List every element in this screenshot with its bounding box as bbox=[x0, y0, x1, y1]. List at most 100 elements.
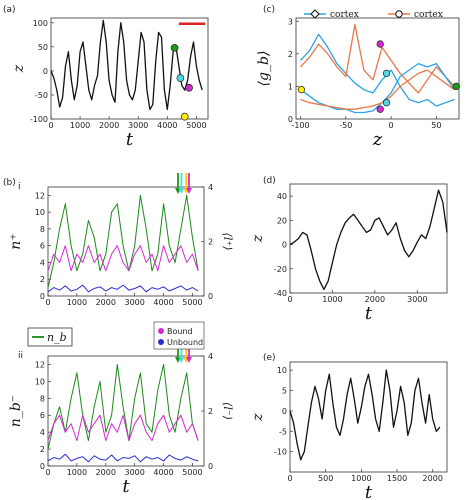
state-marker bbox=[297, 86, 306, 94]
panel-label-e: (e) bbox=[263, 353, 276, 363]
legend-label-bound: Bound bbox=[167, 327, 193, 336]
state-marker bbox=[376, 40, 384, 48]
y-tick-label: 0 bbox=[40, 292, 45, 301]
y-axis-label-a: z bbox=[11, 64, 27, 73]
y-tick-label: 8 bbox=[40, 394, 45, 403]
series-line-b_ii-2 bbox=[47, 453, 199, 463]
x-tick-label: 4000 bbox=[157, 121, 177, 130]
y2-tick-label: 0 bbox=[208, 292, 213, 301]
series-line-b_ii-0 bbox=[47, 364, 199, 450]
legend-box-nb bbox=[27, 327, 73, 347]
time-arrow-head bbox=[178, 188, 185, 194]
x-axis-label-e: t bbox=[365, 482, 373, 500]
x-tick-label: 0 bbox=[45, 298, 50, 307]
x-axis-label-a: t bbox=[126, 129, 134, 150]
x-tick-label: -100 bbox=[291, 121, 309, 130]
y-tick-label: 8 bbox=[40, 225, 45, 234]
y2-tick-label: 0 bbox=[208, 462, 213, 471]
x-tick-label: 0 bbox=[45, 468, 50, 477]
x-axis-label-d: t bbox=[365, 303, 373, 324]
y-tick-label: 6 bbox=[40, 242, 45, 251]
plot-frame-d bbox=[289, 183, 448, 294]
x-tick-label: 3000 bbox=[407, 295, 427, 304]
y2-axis-label-b_ii: ⟨l⁻⟩ bbox=[221, 402, 234, 420]
x-tick-label: -50 bbox=[339, 121, 352, 130]
y-tick-label: 0 bbox=[40, 462, 45, 471]
y-tick-label: 20 bbox=[277, 216, 287, 225]
y-tick-label: 10 bbox=[35, 208, 45, 217]
y2-tick-label: 2 bbox=[208, 238, 213, 247]
x-tick-label: 4000 bbox=[153, 468, 173, 477]
plot-frame-a bbox=[50, 17, 209, 120]
x-tick-label: 4000 bbox=[153, 298, 173, 307]
y2-tick-label: 4 bbox=[208, 352, 213, 361]
y-axis-label-b_i: n⁺ bbox=[8, 233, 24, 249]
y-tick-label: -100 bbox=[30, 115, 48, 124]
plot-frame-c bbox=[295, 17, 460, 120]
y-axis-label-c: ⟨g_b⟩ bbox=[256, 51, 272, 87]
x-tick-label: 50 bbox=[431, 121, 441, 130]
x-tick-label: 500 bbox=[318, 474, 333, 483]
legend-circle-icon bbox=[395, 10, 403, 18]
series-line-b_ii-1 bbox=[47, 414, 199, 442]
y-tick-label: 50 bbox=[38, 43, 48, 52]
legend-label: cortex bbox=[414, 10, 443, 20]
y-tick-label: 0 bbox=[282, 407, 287, 416]
x-tick-label: 0 bbox=[287, 474, 292, 483]
y-tick-label: -50 bbox=[35, 91, 48, 100]
y-tick-label: 6 bbox=[40, 411, 45, 420]
state-marker bbox=[376, 105, 384, 113]
time-arrow-head bbox=[178, 357, 185, 363]
x-tick-label: 1000 bbox=[322, 295, 342, 304]
y-axis-label-b_ii: n_b⁻ bbox=[8, 395, 24, 427]
panel-label-d: (d) bbox=[263, 176, 276, 186]
time-arrow-head bbox=[185, 188, 192, 194]
x-tick-label: 5000 bbox=[182, 468, 202, 477]
y-axis-label-e: z bbox=[250, 413, 266, 422]
x-tick-label: 0 bbox=[389, 121, 394, 130]
y-tick-label: -10 bbox=[274, 448, 287, 457]
series-line-c-0 bbox=[300, 33, 455, 107]
legend-dot-unbound bbox=[158, 339, 164, 345]
series-line-b_i-0 bbox=[47, 194, 199, 288]
state-marker bbox=[176, 74, 185, 82]
panel-label-b_i: (b) bbox=[3, 178, 16, 188]
x-tick-label: 2000 bbox=[365, 295, 385, 304]
state-marker bbox=[170, 43, 179, 52]
y-tick-label: 12 bbox=[35, 191, 45, 200]
state-marker bbox=[382, 99, 391, 107]
y-tick-label: -5 bbox=[279, 427, 287, 436]
time-arrow-head bbox=[185, 357, 192, 363]
x-tick-label: 1000 bbox=[67, 298, 87, 307]
series-line-d-0 bbox=[289, 189, 448, 291]
series-line-e-0 bbox=[289, 369, 441, 461]
y-tick-label: 4 bbox=[40, 428, 45, 437]
y2-tick-label: 2 bbox=[208, 407, 213, 416]
x-tick-label: 1000 bbox=[70, 121, 90, 130]
x-axis-label-b_ii: t bbox=[122, 476, 130, 497]
x-tick-label: 2000 bbox=[423, 474, 443, 483]
y-tick-label: 0 bbox=[282, 241, 287, 250]
y-tick-label: 1 bbox=[288, 82, 293, 91]
x-tick-label: 5000 bbox=[186, 121, 206, 130]
y2-tick-label: 4 bbox=[208, 183, 213, 192]
panel-label-a: (a) bbox=[3, 5, 16, 15]
x-tick-label: 1500 bbox=[387, 474, 407, 483]
y-tick-label: 10 bbox=[35, 377, 45, 386]
x-tick-label: 3000 bbox=[124, 298, 144, 307]
plot-frame-b_i bbox=[47, 186, 205, 297]
series-line-a-0 bbox=[50, 19, 203, 111]
x-axis-label-c: z bbox=[372, 129, 383, 150]
y-tick-label: 3 bbox=[288, 17, 293, 26]
y-tick-label: 2 bbox=[40, 445, 45, 454]
series-line-b_i-2 bbox=[47, 284, 199, 293]
legend-diamond-icon bbox=[310, 9, 320, 19]
y-tick-label: -20 bbox=[274, 265, 287, 274]
legend-dot-bound bbox=[158, 328, 164, 334]
x-tick-label: 2000 bbox=[96, 298, 116, 307]
x-tick-label: 2000 bbox=[96, 468, 116, 477]
state-marker bbox=[382, 69, 391, 78]
y-tick-label: 10 bbox=[277, 366, 287, 375]
sub-label-b_i: i bbox=[18, 182, 21, 192]
